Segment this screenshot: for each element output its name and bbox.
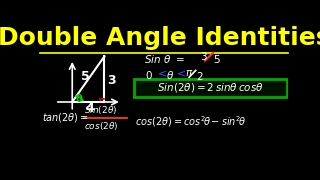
- Text: $0$: $0$: [145, 69, 153, 81]
- Text: $<$: $<$: [155, 70, 167, 80]
- Text: $Sin(2\theta)$: $Sin(2\theta)$: [84, 104, 117, 116]
- Text: $cos(2\theta)$: $cos(2\theta)$: [84, 120, 119, 132]
- Text: 4: 4: [85, 102, 94, 115]
- Text: $2$: $2$: [196, 70, 203, 82]
- Text: $tan(2\theta)=$: $tan(2\theta)=$: [43, 111, 89, 124]
- Text: θ: θ: [76, 94, 82, 104]
- Text: $\theta$: $\theta$: [166, 69, 174, 81]
- Text: $Sin\ \theta\ =\ $: $Sin\ \theta\ =\ $: [144, 53, 185, 65]
- Text: $Sin(2\theta) = 2\,sin\theta\,cos\theta$: $Sin(2\theta) = 2\,sin\theta\,cos\theta$: [157, 81, 264, 94]
- Text: $3$: $3$: [200, 50, 208, 62]
- Text: 5: 5: [81, 70, 90, 83]
- FancyBboxPatch shape: [134, 79, 287, 97]
- Text: $<$: $<$: [174, 70, 187, 80]
- Text: $cos(2\theta) = cos^2\!\theta - sin^2\!\theta$: $cos(2\theta) = cos^2\!\theta - sin^2\!\…: [135, 114, 247, 129]
- Text: $\pi$: $\pi$: [185, 68, 194, 78]
- Text: Double Angle Identities: Double Angle Identities: [0, 26, 320, 50]
- Text: $5$: $5$: [213, 53, 221, 65]
- Text: 3: 3: [107, 74, 116, 87]
